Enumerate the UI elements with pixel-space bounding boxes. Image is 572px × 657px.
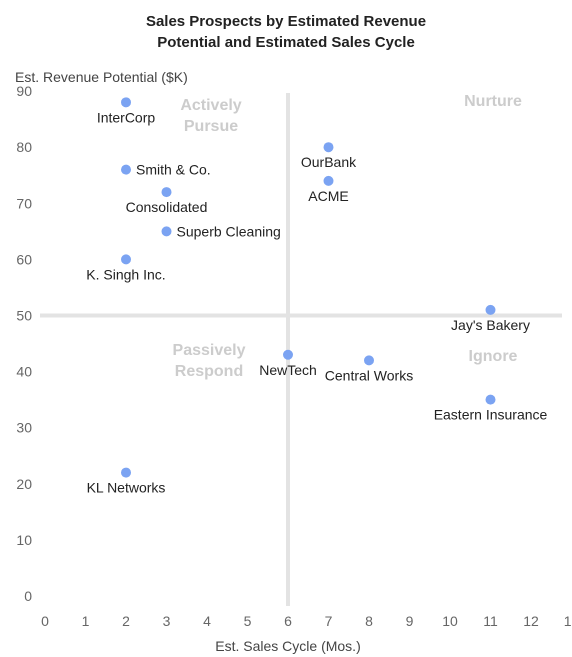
data-point	[161, 226, 172, 237]
x-tick-label: 8	[365, 613, 373, 629]
quadrant-label: Nurture	[464, 93, 522, 110]
data-point	[485, 304, 496, 315]
y-tick-label: 40	[16, 364, 32, 380]
x-axis-label: Est. Sales Cycle (Mos.)	[215, 638, 360, 654]
x-tick-label: 3	[163, 613, 171, 629]
data-point	[323, 175, 334, 186]
x-tick-label: 7	[325, 613, 333, 629]
point-label: Central Works	[325, 367, 413, 383]
y-tick-label: 30	[16, 420, 32, 436]
x-tick-label: 4	[203, 613, 211, 629]
point-label: Consolidated	[126, 199, 208, 215]
data-point	[121, 254, 131, 265]
point-label: Smith & Co.	[136, 162, 211, 178]
x-tick-label: 2	[122, 613, 130, 629]
data-point	[121, 467, 131, 478]
y-axis-label: Est. Revenue Potential ($K)	[15, 69, 188, 85]
point-label: Jay's Bakery	[451, 317, 530, 333]
quadrant-label: Passively	[173, 342, 246, 359]
data-point	[161, 187, 172, 198]
quadrant-label: Actively	[180, 97, 241, 114]
point-label: KL Networks	[87, 480, 166, 496]
x-tick-label: 13	[564, 613, 572, 629]
data-point	[364, 355, 374, 366]
data-point	[121, 97, 131, 108]
y-tick-label: 70	[16, 195, 32, 211]
quadrant-label: Respond	[175, 363, 243, 380]
point-label: NewTech	[259, 362, 317, 378]
data-point	[485, 394, 496, 405]
quadrant-label: Ignore	[469, 348, 518, 365]
data-point	[323, 142, 334, 153]
data-point	[121, 164, 131, 175]
y-tick-label: 90	[16, 83, 32, 99]
point-label: InterCorp	[97, 109, 156, 125]
data-point	[283, 349, 293, 360]
y-tick-label: 60	[16, 251, 32, 267]
point-label: OurBank	[301, 154, 357, 170]
point-label: Eastern Insurance	[434, 407, 548, 423]
y-tick-label: 20	[16, 476, 32, 492]
chart-title-line: Sales Prospects by Estimated Revenue	[146, 13, 426, 30]
x-tick-label: 10	[442, 613, 458, 629]
y-tick-label: 50	[16, 308, 32, 324]
y-tick-label: 10	[16, 532, 32, 548]
y-tick-label: 0	[24, 588, 32, 604]
x-tick-label: 12	[523, 613, 539, 629]
point-label: Superb Cleaning	[177, 223, 281, 239]
x-tick-label: 9	[406, 613, 414, 629]
x-tick-label: 0	[41, 613, 49, 629]
quadrant-label: Pursue	[184, 118, 238, 135]
y-tick-label: 80	[16, 139, 32, 155]
x-tick-label: 1	[82, 613, 90, 629]
x-tick-label: 5	[244, 613, 252, 629]
point-label: K. Singh Inc.	[86, 266, 165, 282]
x-tick-label: 11	[483, 613, 498, 629]
x-tick-label: 6	[284, 613, 292, 629]
point-label: ACME	[308, 188, 348, 204]
chart-title-line: Potential and Estimated Sales Cycle	[157, 34, 415, 51]
